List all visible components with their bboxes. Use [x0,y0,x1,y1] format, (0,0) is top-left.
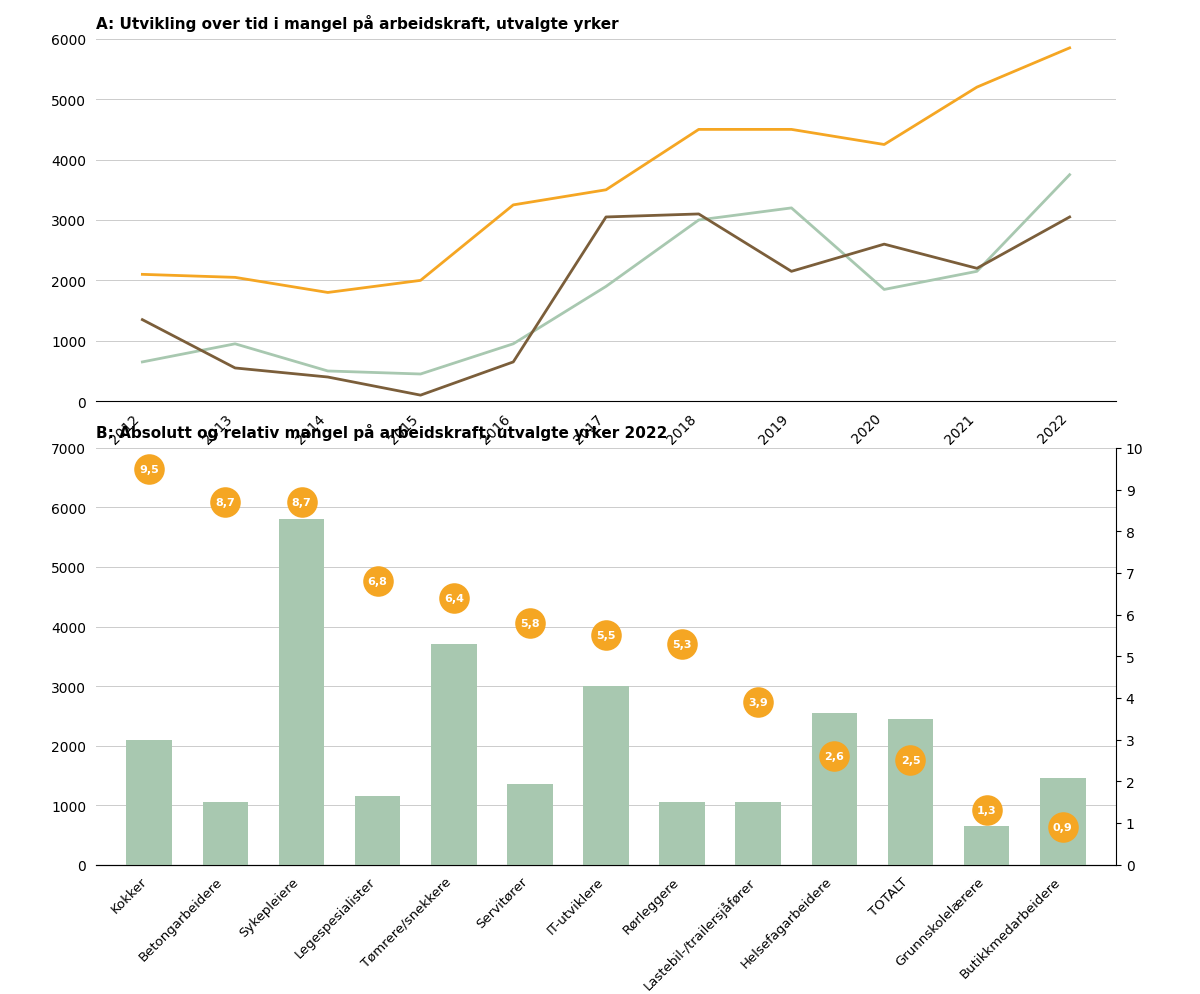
Bar [203,802,248,865]
Bar [964,826,1009,865]
Bar [508,784,553,865]
Bar [1040,778,1086,865]
Bar [355,796,401,865]
Text: 9,5: 9,5 [139,464,160,474]
Bar [278,520,324,865]
Bar [736,802,781,865]
Text: 5,8: 5,8 [520,618,540,628]
Bar [811,713,857,865]
Bar [126,740,172,865]
Text: 2,5: 2,5 [901,755,920,765]
Bar [659,802,704,865]
Bar [431,645,476,865]
Text: 1,3: 1,3 [977,806,996,816]
Text: 6,8: 6,8 [367,577,388,586]
Text: 3,9: 3,9 [749,698,768,708]
Text: 2,6: 2,6 [824,751,845,761]
Text: 8,7: 8,7 [292,498,311,508]
Text: 0,9: 0,9 [1052,822,1073,832]
Legend: Sykepleiere, Tømrere og snekkere, IT-utviklere: Sykepleiere, Tømrere og snekkere, IT-utv… [352,522,860,547]
Bar [583,687,629,865]
Text: B: Absolutt og relativ mangel på arbeidskraft, utvalgte yrker 2022: B: Absolutt og relativ mangel på arbeids… [96,423,667,440]
Text: 6,4: 6,4 [444,593,463,603]
Text: A: Utvikling over tid i mangel på arbeidskraft, utvalgte yrker: A: Utvikling over tid i mangel på arbeid… [96,15,619,32]
Text: 5,3: 5,3 [672,639,692,649]
Bar [888,719,934,865]
Text: 5,5: 5,5 [596,631,616,641]
Text: 8,7: 8,7 [216,498,235,508]
